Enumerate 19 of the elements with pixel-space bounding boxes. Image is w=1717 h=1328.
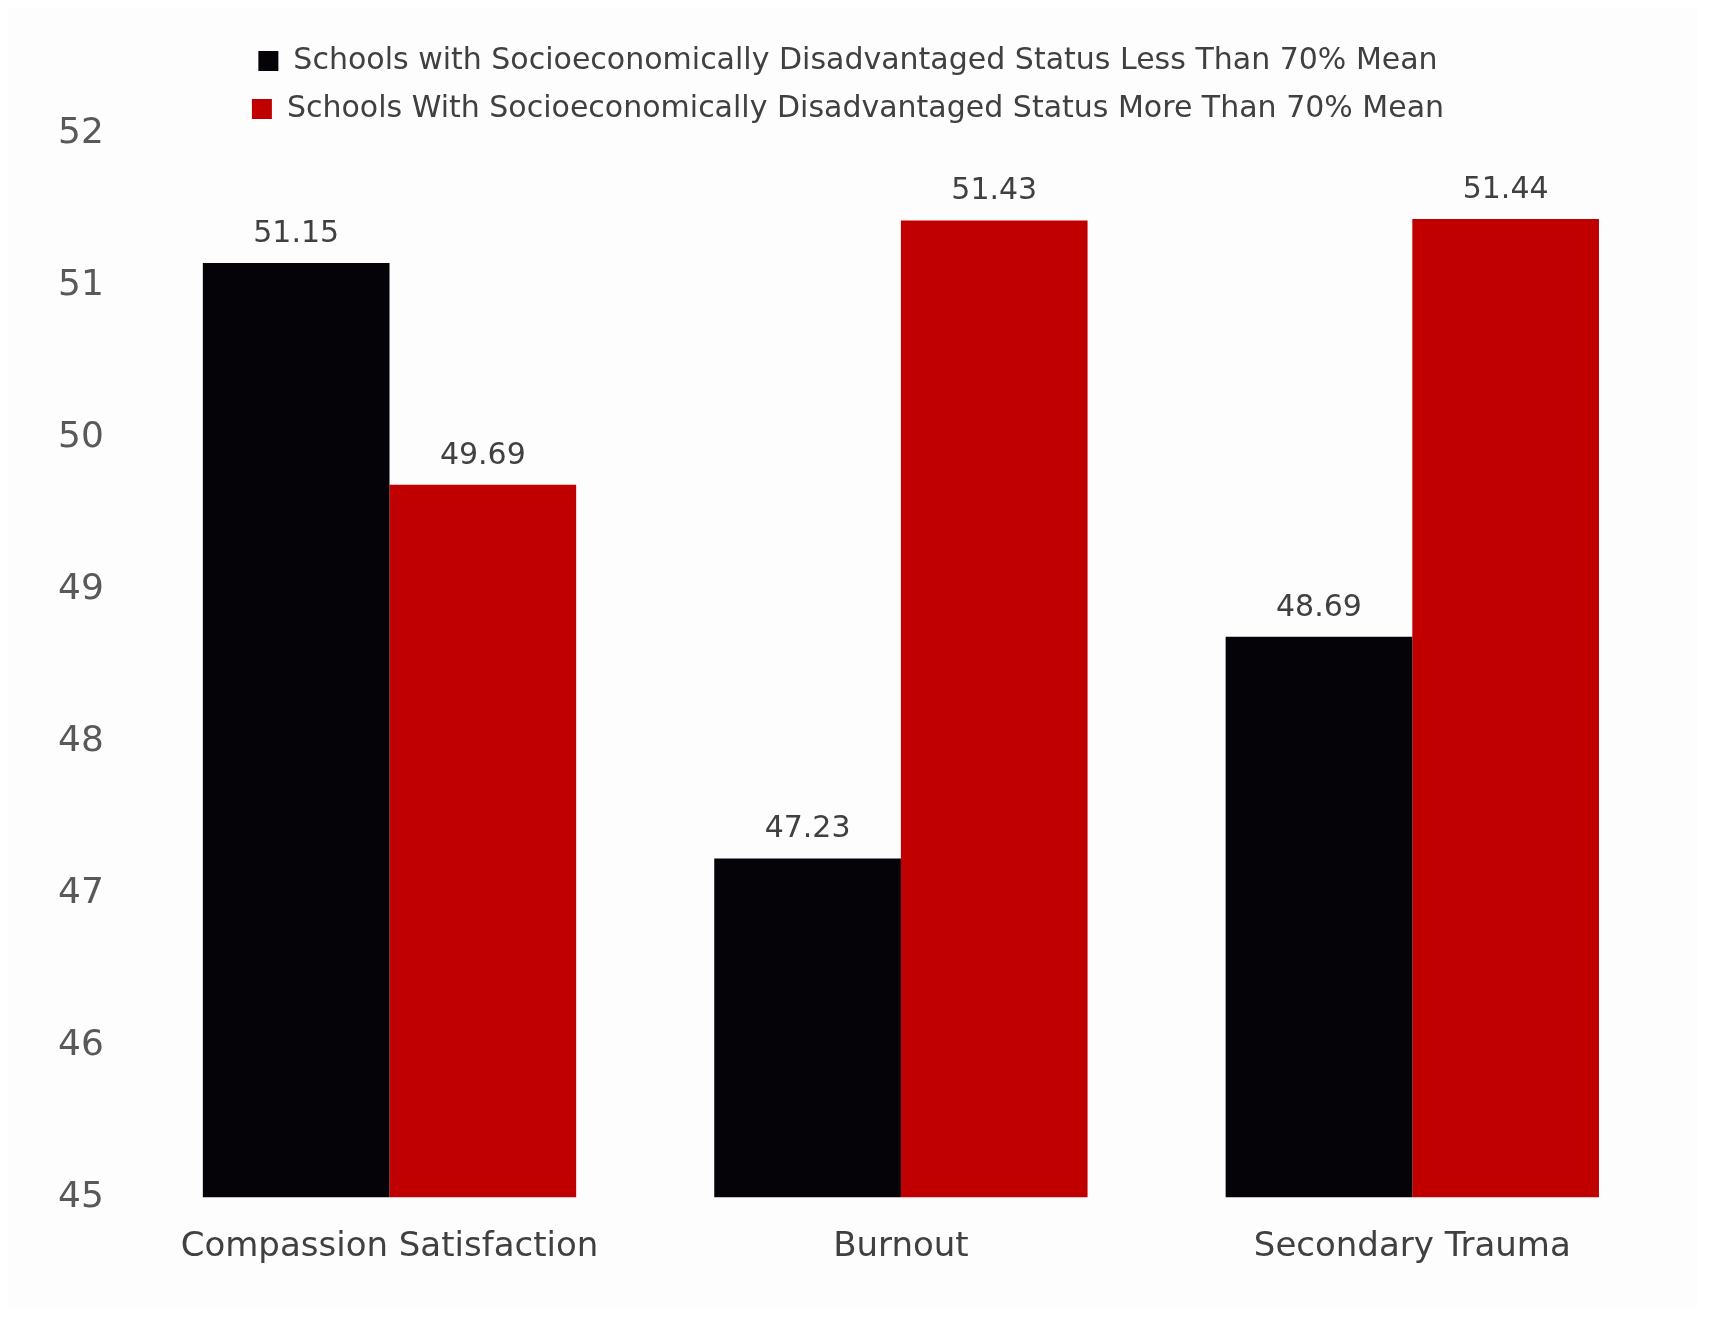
- legend-label: Schools with Socioeconomically Disadvantaged Status Less Than 70% Mean: [293, 40, 1438, 76]
- x-tick-label: Burnout: [833, 1224, 969, 1265]
- y-tick-label: 51: [58, 262, 104, 304]
- y-tick-label: 48: [58, 717, 104, 759]
- legend-label: Schools With Socioeconomically Disadvantaged Status More Than 70% Mean: [286, 88, 1445, 124]
- data-label: 49.69: [439, 435, 526, 471]
- y-tick-label: 49: [58, 566, 104, 608]
- y-tick-label: 50: [58, 414, 104, 456]
- data-label: 47.23: [764, 809, 851, 845]
- data-label: 51.43: [951, 171, 1038, 207]
- data-label: 48.69: [1276, 587, 1362, 623]
- y-tick-label: 47: [58, 869, 104, 911]
- y-tick-label: 45: [58, 1173, 104, 1215]
- data-label: 51.15: [253, 213, 340, 249]
- y-tick-label: 52: [58, 110, 104, 152]
- data-label: 51.44: [1462, 169, 1549, 205]
- x-tick-label: Compassion Satisfaction: [180, 1224, 599, 1265]
- x-tick-label: Secondary Trauma: [1253, 1224, 1571, 1265]
- y-tick-label: 46: [58, 1021, 104, 1063]
